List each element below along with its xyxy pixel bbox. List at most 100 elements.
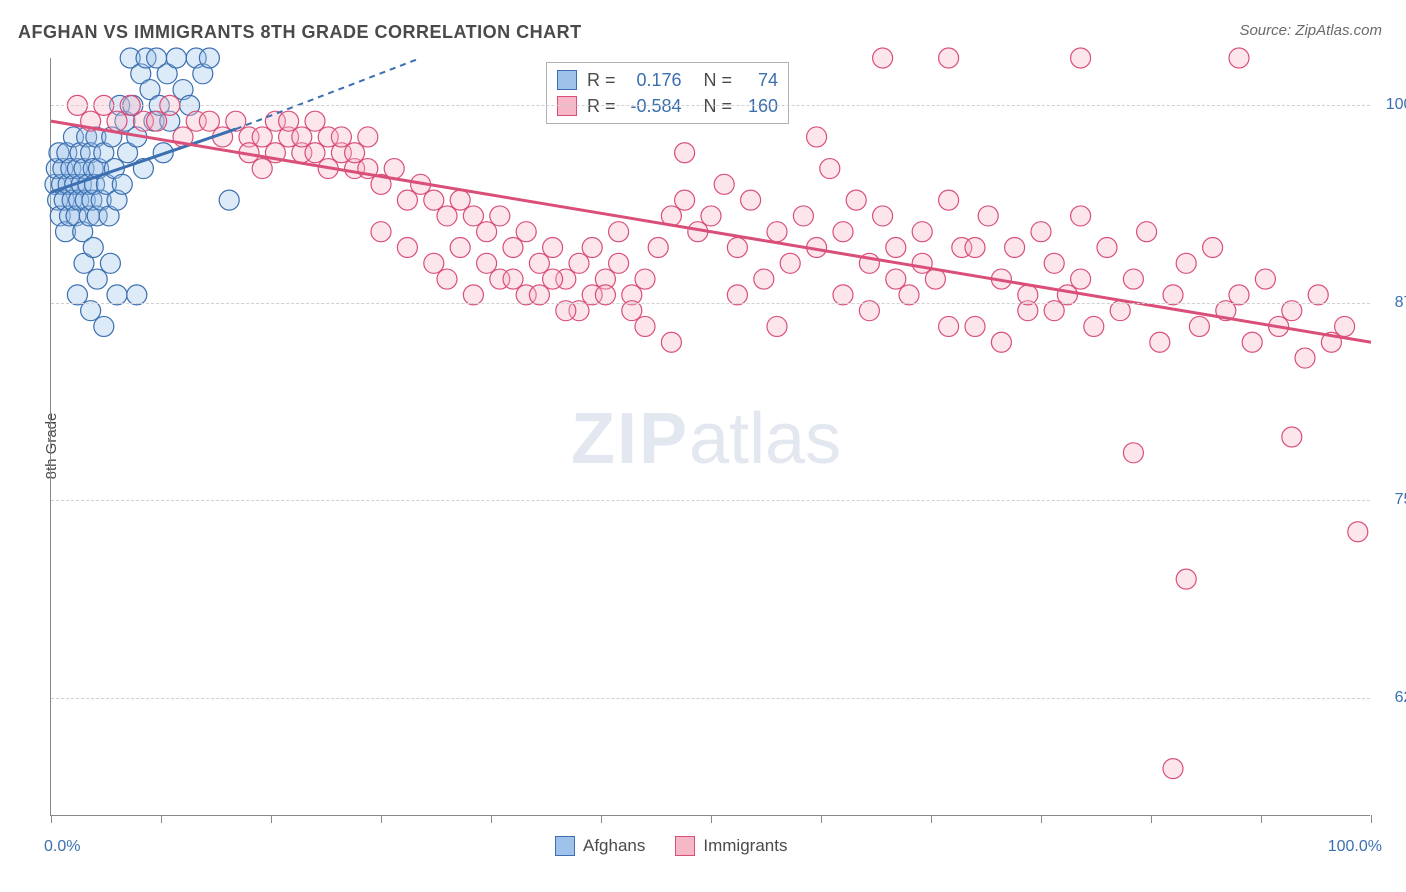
y-tick-label: 62.5% <box>1380 689 1406 707</box>
data-point-afghans <box>100 253 120 273</box>
x-tick <box>381 815 382 823</box>
data-point-immigrants <box>1137 222 1157 242</box>
data-point-immigrants <box>912 222 932 242</box>
data-point-immigrants <box>754 269 774 289</box>
data-point-immigrants <box>516 222 536 242</box>
data-point-immigrants <box>675 143 695 163</box>
data-point-immigrants <box>384 159 404 179</box>
data-point-immigrants <box>1229 48 1249 68</box>
gridline <box>51 303 1370 304</box>
data-point-immigrants <box>1031 222 1051 242</box>
data-point-immigrants <box>965 238 985 258</box>
trend-line-dash-afghans <box>236 58 421 129</box>
data-point-immigrants <box>609 222 629 242</box>
x-tick <box>161 815 162 823</box>
data-point-immigrants <box>780 253 800 273</box>
legend-swatch <box>557 70 577 90</box>
data-point-immigrants <box>371 222 391 242</box>
data-point-immigrants <box>503 238 523 258</box>
data-point-immigrants <box>1335 316 1355 336</box>
data-point-immigrants <box>635 316 655 336</box>
legend-series-item: Afghans <box>555 836 645 856</box>
data-point-immigrants <box>1150 332 1170 352</box>
data-point-afghans <box>87 269 107 289</box>
data-point-immigrants <box>397 190 417 210</box>
data-point-immigrants <box>714 174 734 194</box>
data-point-immigrants <box>490 206 510 226</box>
data-point-immigrants <box>609 253 629 273</box>
legend-series-label: Afghans <box>583 836 645 856</box>
data-point-immigrants <box>833 222 853 242</box>
data-point-immigrants <box>873 48 893 68</box>
legend-r-value: 0.176 <box>626 70 682 91</box>
data-point-immigrants <box>543 238 563 258</box>
data-point-immigrants <box>886 238 906 258</box>
data-point-immigrants <box>661 332 681 352</box>
data-point-afghans <box>112 174 132 194</box>
data-point-immigrants <box>107 111 127 131</box>
data-point-immigrants <box>1044 253 1064 273</box>
legend-series-label: Immigrants <box>703 836 787 856</box>
data-point-immigrants <box>912 253 932 273</box>
data-point-immigrants <box>793 206 813 226</box>
data-point-immigrants <box>569 253 589 273</box>
data-point-immigrants <box>331 127 351 147</box>
data-point-immigrants <box>1282 427 1302 447</box>
data-point-immigrants <box>252 127 272 147</box>
data-point-immigrants <box>807 127 827 147</box>
chart-title: AFGHAN VS IMMIGRANTS 8TH GRADE CORRELATI… <box>18 22 582 43</box>
data-point-immigrants <box>582 238 602 258</box>
x-tick <box>931 815 932 823</box>
data-point-immigrants <box>358 127 378 147</box>
data-point-immigrants <box>939 316 959 336</box>
data-point-immigrants <box>1084 316 1104 336</box>
x-tick <box>271 815 272 823</box>
data-point-immigrants <box>279 111 299 131</box>
x-tick <box>1371 815 1372 823</box>
data-point-immigrants <box>252 159 272 179</box>
data-point-immigrants <box>477 222 497 242</box>
data-point-immigrants <box>1123 269 1143 289</box>
data-point-immigrants <box>978 206 998 226</box>
data-point-immigrants <box>292 127 312 147</box>
data-point-afghans <box>83 238 103 258</box>
legend-correlation: R =0.176N =74R =-0.584N =160 <box>546 62 789 124</box>
y-tick-label: 75.0% <box>1380 491 1406 509</box>
data-point-immigrants <box>199 111 219 131</box>
gridline <box>51 500 1370 501</box>
legend-series: Afghans Immigrants <box>555 836 787 856</box>
data-point-immigrants <box>1295 348 1315 368</box>
data-point-immigrants <box>767 222 787 242</box>
data-point-afghans <box>166 48 186 68</box>
data-point-immigrants <box>450 190 470 210</box>
x-axis-max-label: 100.0% <box>1328 838 1382 856</box>
data-point-immigrants <box>424 253 444 273</box>
gridline <box>51 698 1370 699</box>
data-point-immigrants <box>397 238 417 258</box>
data-point-immigrants <box>1176 253 1196 273</box>
data-point-afghans <box>199 48 219 68</box>
data-point-immigrants <box>1163 759 1183 779</box>
data-point-immigrants <box>1097 238 1117 258</box>
x-tick <box>601 815 602 823</box>
chart-svg <box>51 58 1370 815</box>
x-tick <box>821 815 822 823</box>
data-point-immigrants <box>305 143 325 163</box>
data-point-immigrants <box>1005 238 1025 258</box>
legend-series-item: Immigrants <box>675 836 787 856</box>
data-point-immigrants <box>991 332 1011 352</box>
data-point-afghans <box>219 190 239 210</box>
data-point-immigrants <box>727 238 747 258</box>
data-point-immigrants <box>437 206 457 226</box>
data-point-immigrants <box>1071 48 1091 68</box>
data-point-immigrants <box>886 269 906 289</box>
data-point-immigrants <box>345 143 365 163</box>
data-point-immigrants <box>648 238 668 258</box>
data-point-immigrants <box>741 190 761 210</box>
data-point-immigrants <box>1255 269 1275 289</box>
legend-n-label: N = <box>704 70 733 91</box>
source-attribution: Source: ZipAtlas.com <box>1239 22 1382 39</box>
x-tick <box>491 815 492 823</box>
trend-line-immigrants <box>51 121 1371 342</box>
data-point-immigrants <box>450 238 470 258</box>
